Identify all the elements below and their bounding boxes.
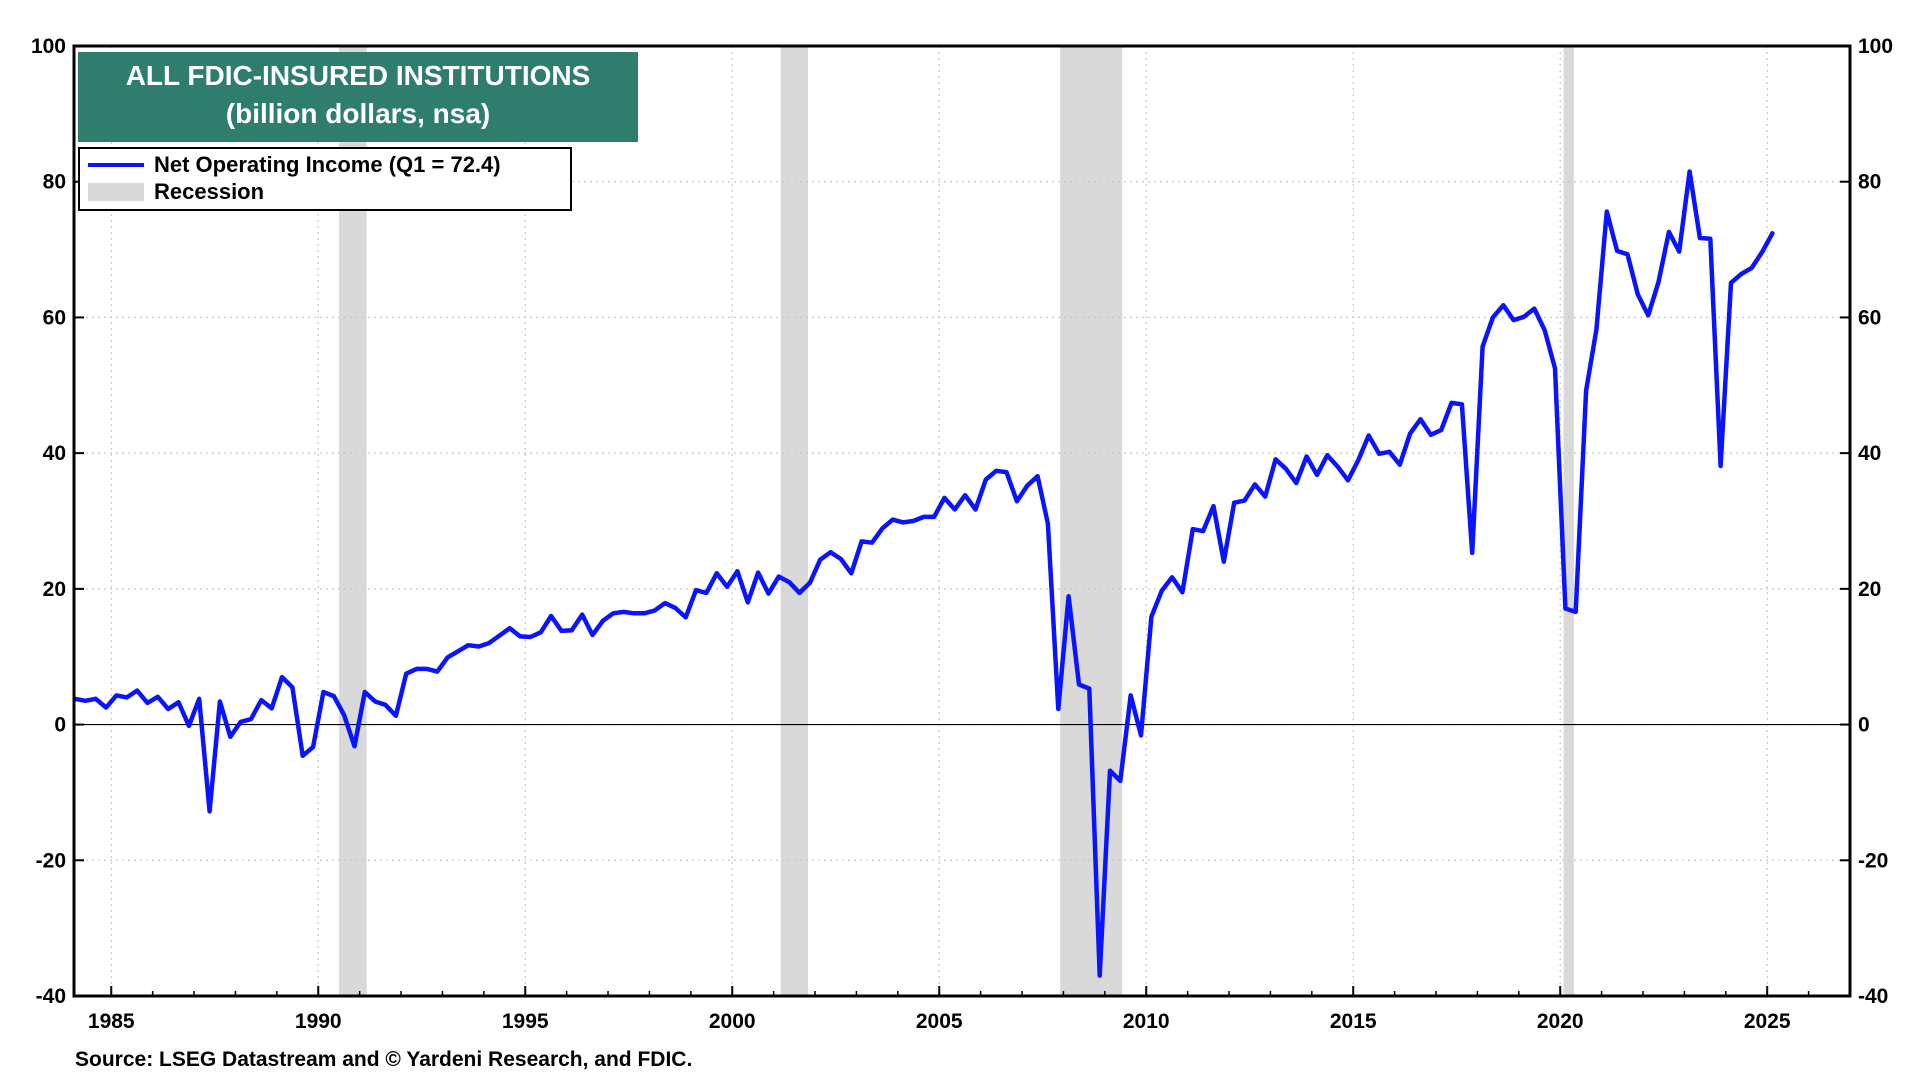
- y-tick-label-left-4: 40: [43, 442, 66, 465]
- chart-title-box: ALL FDIC-INSURED INSTITUTIONS (billion d…: [78, 52, 638, 142]
- y-tick-label-right-6: 80: [1858, 171, 1881, 194]
- legend-label-recession: Recession: [154, 179, 265, 204]
- y-tick-label-left-1: -20: [36, 849, 66, 872]
- legend: Net Operating Income (Q1 = 72.4) Recessi…: [78, 147, 572, 211]
- recession-band-1: [780, 46, 808, 996]
- recession-band-2: [1060, 46, 1123, 996]
- y-tick-label-left-0: -40: [36, 985, 66, 1008]
- y-tick-label-right-1: -20: [1858, 849, 1888, 872]
- y-tick-label-right-5: 60: [1858, 306, 1881, 329]
- x-tick-label-0: 1985: [88, 1010, 135, 1033]
- y-tick-label-left-6: 80: [43, 171, 66, 194]
- x-tick-label-7: 2020: [1537, 1010, 1584, 1033]
- y-tick-label-left-3: 20: [43, 578, 66, 601]
- series-line-net-operating-income: [72, 169, 1775, 978]
- source-note: Source: LSEG Datastream and © Yardeni Re…: [75, 1048, 693, 1071]
- legend-item-net-operating-income: Net Operating Income (Q1 = 72.4): [88, 152, 501, 178]
- x-tick-label-2: 1995: [502, 1010, 549, 1033]
- y-tick-label-right-0: -40: [1858, 985, 1888, 1008]
- y-tick-label-right-7: 100: [1858, 35, 1893, 58]
- x-tick-label-5: 2010: [1123, 1010, 1170, 1033]
- y-tick-label-left-5: 60: [43, 306, 66, 329]
- chart-title: ALL FDIC-INSURED INSTITUTIONS: [125, 60, 591, 91]
- y-tick-label-left-7: 100: [31, 35, 66, 58]
- legend-label-net-operating-income: Net Operating Income (Q1 = 72.4): [154, 152, 501, 177]
- y-tick-label-right-3: 20: [1858, 578, 1881, 601]
- recession-band-3: [1563, 46, 1574, 996]
- axis-ticks: [74, 45, 1851, 997]
- y-tick-label-right-4: 40: [1858, 442, 1881, 465]
- legend-item-recession: Recession: [88, 179, 264, 205]
- plot-frame: [72, 44, 1852, 998]
- legend-line-swatch: [88, 163, 144, 167]
- y-tick-label-right-2: 0: [1858, 714, 1870, 737]
- x-tick-label-8: 2025: [1744, 1010, 1791, 1033]
- legend-recession-swatch: [88, 183, 144, 201]
- x-tick-label-4: 2005: [916, 1010, 963, 1033]
- chart-subtitle: (billion dollars, nsa): [225, 98, 491, 129]
- x-tick-label-1: 1990: [295, 1010, 342, 1033]
- y-tick-label-left-2: 0: [54, 714, 66, 737]
- x-tick-label-6: 2015: [1330, 1010, 1377, 1033]
- series-lines: [72, 169, 1775, 978]
- x-tick-label-3: 2000: [709, 1010, 756, 1033]
